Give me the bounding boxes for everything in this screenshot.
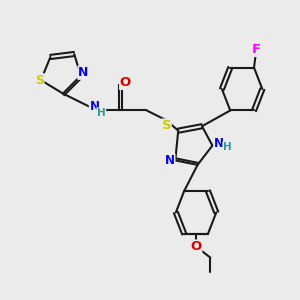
Text: N: N: [89, 100, 99, 113]
Text: N: N: [165, 154, 175, 167]
Text: H: H: [97, 108, 106, 118]
Text: O: O: [120, 76, 131, 89]
Text: N: N: [78, 66, 88, 79]
Text: O: O: [190, 240, 202, 253]
Text: N: N: [214, 137, 224, 150]
Text: S: S: [161, 119, 171, 132]
Text: S: S: [35, 74, 44, 87]
Text: F: F: [252, 43, 261, 56]
Text: H: H: [223, 142, 232, 152]
